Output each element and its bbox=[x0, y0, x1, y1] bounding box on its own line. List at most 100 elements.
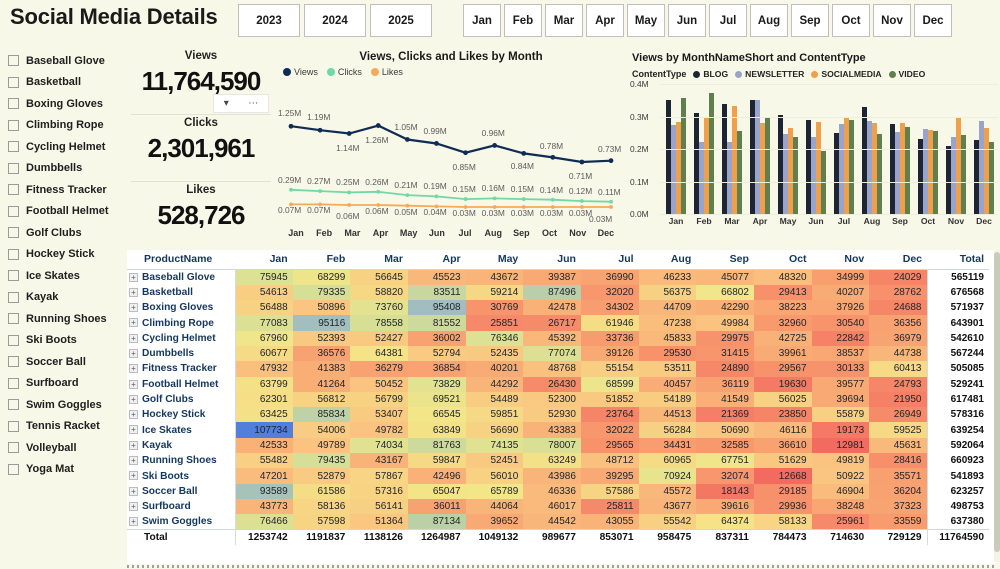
matrix-cell-may[interactable]: 52435 bbox=[465, 345, 524, 362]
bar-video-dec[interactable] bbox=[989, 142, 994, 214]
matrix-cell-may[interactable]: 56010 bbox=[465, 468, 524, 484]
matrix-cell-nov[interactable]: 30540 bbox=[811, 315, 870, 331]
matrix-cell-mar[interactable]: 57316 bbox=[350, 483, 408, 499]
more-options-icon[interactable]: ⋯ bbox=[248, 97, 259, 109]
matrix-cell-jul[interactable]: 25811 bbox=[580, 498, 639, 515]
expand-icon[interactable]: + bbox=[129, 287, 138, 297]
bar-newsletter-jul[interactable] bbox=[839, 123, 844, 214]
matrix-cell-jan[interactable]: 43773 bbox=[235, 498, 293, 515]
matrix-cell-oct[interactable]: 29185 bbox=[753, 483, 812, 499]
bar-video-jan[interactable] bbox=[681, 97, 686, 214]
data-point-clicks-oct[interactable] bbox=[550, 197, 555, 202]
checkbox-icon[interactable] bbox=[8, 313, 19, 325]
legend-item-clicks[interactable]: Clicks bbox=[326, 67, 362, 77]
checkbox-icon[interactable] bbox=[8, 356, 19, 368]
checkbox-icon[interactable] bbox=[8, 227, 19, 239]
matrix-cell-may[interactable]: 74135 bbox=[465, 437, 524, 454]
matrix-cell-jul[interactable]: 39295 bbox=[580, 468, 639, 484]
matrix-cell-aug[interactable]: 46233 bbox=[638, 269, 697, 285]
expand-icon[interactable]: + bbox=[129, 486, 138, 496]
bar-blog-oct[interactable] bbox=[918, 138, 923, 214]
expand-icon[interactable]: + bbox=[129, 501, 138, 511]
matrix-cell-nov[interactable]: 38537 bbox=[811, 345, 870, 362]
data-point-views-apr[interactable] bbox=[375, 123, 381, 128]
data-point-clicks-sep[interactable] bbox=[521, 197, 526, 201]
expand-icon[interactable]: + bbox=[129, 318, 138, 328]
data-point-likes-aug[interactable] bbox=[492, 205, 497, 209]
matrix-cell-mar[interactable]: 73760 bbox=[350, 300, 408, 316]
bar-video-mar[interactable] bbox=[737, 131, 742, 214]
matrix-cell-apr[interactable]: 52794 bbox=[407, 345, 466, 362]
matrix-cell-mar[interactable]: 49782 bbox=[350, 422, 408, 438]
slicer-item-ice-skates[interactable]: Ice Skates bbox=[8, 265, 124, 287]
bar-newsletter-jun[interactable] bbox=[811, 136, 816, 214]
matrix-cell-dec[interactable]: 26949 bbox=[869, 407, 927, 423]
matrix-cell-apr[interactable]: 65047 bbox=[407, 483, 466, 499]
bar-legend-item-socialmedia[interactable]: SOCIALMEDIA bbox=[811, 69, 882, 79]
matrix-cell-mar[interactable]: 56141 bbox=[350, 498, 408, 515]
matrix-cell-jun[interactable]: 46336 bbox=[523, 483, 581, 499]
data-point-views-jul[interactable] bbox=[463, 150, 468, 156]
matrix-row-name[interactable]: + Kayak bbox=[127, 437, 236, 454]
matrix-cell-total[interactable]: 617481 bbox=[926, 391, 989, 408]
matrix-cell-jul[interactable]: 43055 bbox=[580, 514, 639, 530]
expand-icon[interactable]: + bbox=[129, 410, 138, 420]
slicer-item-yoga-mat[interactable]: Yoga Mat bbox=[8, 459, 124, 481]
matrix-cell-aug[interactable]: 70924 bbox=[638, 468, 697, 484]
line-chart-card[interactable]: Views, Clicks and Likes by Month Views Cl… bbox=[277, 48, 625, 248]
data-point-views-jun[interactable] bbox=[434, 141, 439, 146]
matrix-cell-dec[interactable]: 36356 bbox=[869, 315, 927, 331]
matrix-cell-jun[interactable]: 43986 bbox=[523, 468, 581, 484]
data-point-views-aug[interactable] bbox=[492, 143, 498, 148]
matrix-cell-nov[interactable]: 34999 bbox=[811, 269, 870, 285]
matrix-cell-aug[interactable]: 34431 bbox=[638, 437, 697, 454]
matrix-cell-feb[interactable]: 61586 bbox=[292, 483, 351, 499]
data-point-likes-oct[interactable] bbox=[550, 205, 555, 209]
slicer-item-surfboard[interactable]: Surfboard bbox=[8, 373, 124, 395]
checkbox-icon[interactable] bbox=[8, 291, 19, 303]
matrix-cell-dec[interactable]: 36204 bbox=[869, 483, 927, 499]
bar-blog-jun[interactable] bbox=[806, 120, 811, 214]
data-point-clicks-aug[interactable] bbox=[492, 196, 497, 201]
matrix-cell-aug[interactable]: 56284 bbox=[638, 422, 697, 438]
matrix-cell-oct[interactable]: 29936 bbox=[753, 498, 812, 515]
matrix-cell-nov[interactable]: 22842 bbox=[811, 330, 870, 346]
checkbox-icon[interactable] bbox=[8, 420, 19, 432]
month-button-jan[interactable]: Jan bbox=[463, 4, 501, 37]
matrix-cell-oct[interactable]: 56025 bbox=[753, 391, 812, 408]
matrix-cell-aug[interactable]: 45572 bbox=[638, 483, 697, 499]
checkbox-icon[interactable] bbox=[8, 442, 19, 454]
matrix-cell-sep[interactable]: 39616 bbox=[696, 498, 754, 515]
data-point-views-feb[interactable] bbox=[317, 127, 323, 133]
matrix-cell-feb[interactable]: 49789 bbox=[292, 437, 351, 454]
matrix-cell-jun[interactable]: 44542 bbox=[523, 514, 581, 530]
matrix-cell-may[interactable]: 65789 bbox=[465, 483, 524, 499]
matrix-row[interactable]: + Baseball Glove 75945 68299 56645 45523 43672… bbox=[127, 269, 989, 285]
legend-item-views[interactable]: Views bbox=[283, 67, 318, 77]
bar-newsletter-apr[interactable] bbox=[755, 99, 760, 214]
matrix-cell-aug[interactable]: 43677 bbox=[638, 498, 697, 515]
matrix-cell-dec[interactable]: 24688 bbox=[869, 300, 927, 316]
matrix-cell-oct[interactable]: 42725 bbox=[753, 330, 812, 346]
bar-socialmedia-jan[interactable] bbox=[676, 122, 681, 214]
matrix-cell-jun[interactable]: 78007 bbox=[523, 437, 581, 454]
matrix-cell-nov[interactable]: 50922 bbox=[811, 468, 870, 484]
matrix-row-name[interactable]: + Boxing Gloves bbox=[127, 300, 236, 316]
matrix-cell-sep[interactable]: 64374 bbox=[696, 514, 754, 530]
matrix-cell-feb[interactable]: 79335 bbox=[292, 284, 351, 301]
matrix-cell-oct[interactable]: 32960 bbox=[753, 315, 812, 331]
bar-socialmedia-may[interactable] bbox=[788, 127, 793, 214]
year-filter-buttons[interactable]: 2023 2024 2025 bbox=[238, 4, 432, 37]
matrix-cell-total[interactable]: 541893 bbox=[926, 468, 989, 484]
matrix-cell-mar[interactable]: 50452 bbox=[350, 376, 408, 392]
matrix-cell-jun[interactable]: 26717 bbox=[523, 315, 581, 331]
slicer-item-volleyball[interactable]: Volleyball bbox=[8, 437, 124, 459]
expand-icon[interactable]: + bbox=[129, 364, 138, 374]
matrix-cell-jul[interactable]: 51852 bbox=[580, 391, 639, 408]
data-point-clicks-jan[interactable] bbox=[289, 187, 293, 192]
matrix-cell-total[interactable]: 592064 bbox=[926, 437, 989, 454]
checkbox-icon[interactable] bbox=[8, 205, 19, 217]
matrix-row-name[interactable]: + Climbing Rope bbox=[127, 315, 236, 331]
matrix-cell-may[interactable]: 54489 bbox=[465, 391, 524, 408]
data-point-clicks-may[interactable] bbox=[405, 193, 410, 197]
